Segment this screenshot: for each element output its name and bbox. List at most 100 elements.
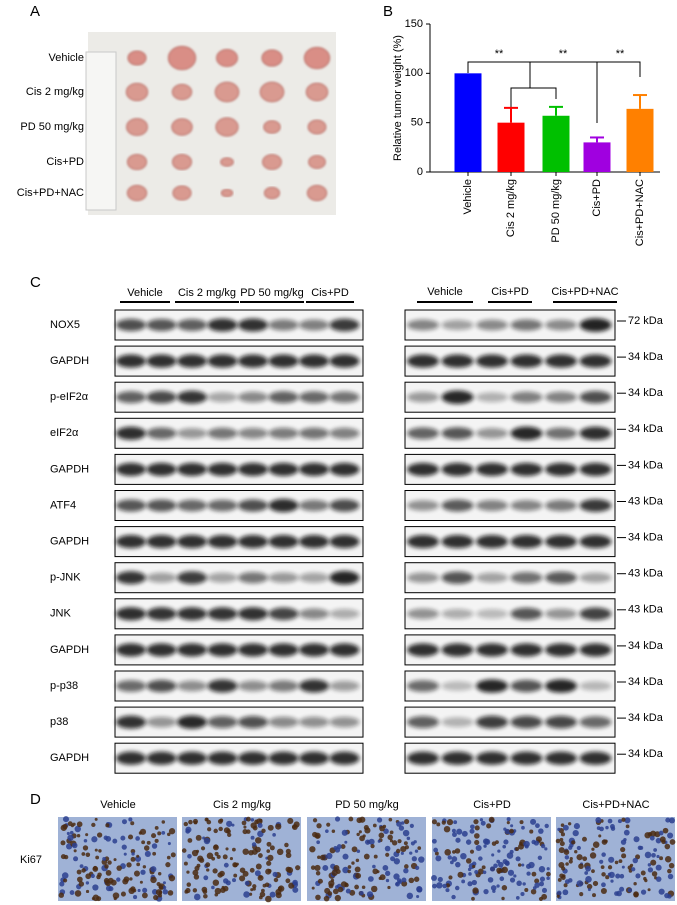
nucleus	[461, 879, 466, 884]
nucleus	[620, 846, 626, 853]
nucleus	[136, 862, 141, 867]
nucleus	[436, 822, 441, 827]
nucleus	[499, 876, 505, 882]
nucleus	[161, 830, 166, 835]
nucleus	[112, 838, 118, 844]
nucleus	[78, 881, 85, 887]
nucleus	[116, 865, 122, 871]
y-axis-label: Relative tumor weight (%)	[392, 35, 404, 161]
protein-label: GAPDH	[50, 644, 89, 656]
nucleus	[67, 821, 73, 827]
band	[177, 535, 207, 549]
band	[299, 535, 329, 549]
nucleus	[537, 855, 543, 860]
nucleus	[242, 848, 249, 855]
row-label: PD 50 mg/kg	[20, 121, 84, 133]
nucleus	[387, 885, 391, 890]
nucleus	[385, 852, 390, 857]
band	[510, 391, 543, 403]
nucleus	[317, 855, 321, 860]
nucleus	[285, 848, 291, 854]
nucleus	[98, 849, 102, 853]
nucleus	[576, 845, 581, 851]
nucleus	[560, 823, 565, 827]
nucleus	[167, 832, 171, 837]
x-tick-label: Cis+PD	[591, 179, 603, 217]
nucleus	[389, 830, 394, 835]
nucleus	[591, 847, 595, 851]
band	[299, 608, 329, 620]
nucleus	[619, 873, 625, 879]
nucleus	[585, 876, 592, 883]
nucleus	[261, 828, 266, 833]
size-label: 43 kDa	[628, 495, 664, 507]
nucleus	[142, 865, 147, 869]
nucleus	[651, 852, 656, 858]
nucleus	[154, 825, 159, 830]
nucleus	[168, 828, 176, 835]
band	[268, 572, 299, 583]
nucleus	[206, 852, 214, 860]
nucleus	[467, 881, 473, 887]
nucleus	[393, 873, 400, 880]
nucleus	[502, 858, 508, 865]
bracket	[530, 87, 557, 99]
nucleus	[376, 870, 380, 874]
bar	[454, 73, 482, 172]
band	[177, 319, 207, 331]
band	[177, 571, 207, 585]
nucleus	[607, 865, 613, 870]
tumor	[126, 118, 148, 136]
band	[329, 462, 360, 476]
protein-label: GAPDH	[50, 752, 89, 764]
nucleus	[486, 823, 492, 829]
nucleus	[530, 818, 537, 825]
nucleus	[278, 885, 285, 892]
band	[116, 535, 146, 549]
band	[441, 319, 474, 331]
nucleus	[225, 880, 231, 886]
nucleus	[471, 861, 477, 867]
band	[407, 462, 439, 476]
nucleus	[257, 822, 263, 828]
tumor	[127, 50, 147, 66]
nucleus	[614, 891, 619, 896]
nucleus	[116, 877, 121, 882]
nucleus	[133, 895, 138, 900]
protein-label: JNK	[50, 608, 71, 620]
nucleus	[453, 820, 458, 825]
nucleus	[267, 854, 274, 861]
nucleus	[311, 886, 315, 890]
nucleus	[259, 818, 263, 823]
nucleus	[538, 866, 546, 873]
nucleus	[598, 834, 602, 838]
nucleus	[197, 855, 204, 862]
band	[177, 428, 207, 439]
band	[441, 608, 474, 619]
band	[441, 462, 474, 476]
nucleus	[539, 876, 546, 882]
nucleus	[534, 878, 540, 884]
nucleus	[242, 829, 248, 835]
nucleus	[431, 875, 437, 881]
nucleus	[436, 882, 443, 889]
nucleus	[614, 860, 619, 865]
nucleus	[417, 846, 422, 850]
band	[476, 572, 508, 583]
nucleus	[213, 844, 219, 849]
nucleus	[492, 889, 496, 893]
nucleus	[266, 849, 271, 853]
bar	[626, 108, 654, 172]
nucleus	[469, 849, 475, 854]
nucleus	[251, 842, 257, 847]
nucleus	[379, 825, 385, 832]
nucleus	[128, 817, 133, 822]
nucleus	[342, 866, 349, 874]
band	[476, 392, 508, 403]
nucleus	[272, 833, 276, 837]
nucleus	[129, 877, 133, 881]
nucleus	[332, 888, 339, 895]
band	[238, 643, 268, 657]
band	[116, 715, 146, 729]
nucleus	[621, 853, 627, 859]
